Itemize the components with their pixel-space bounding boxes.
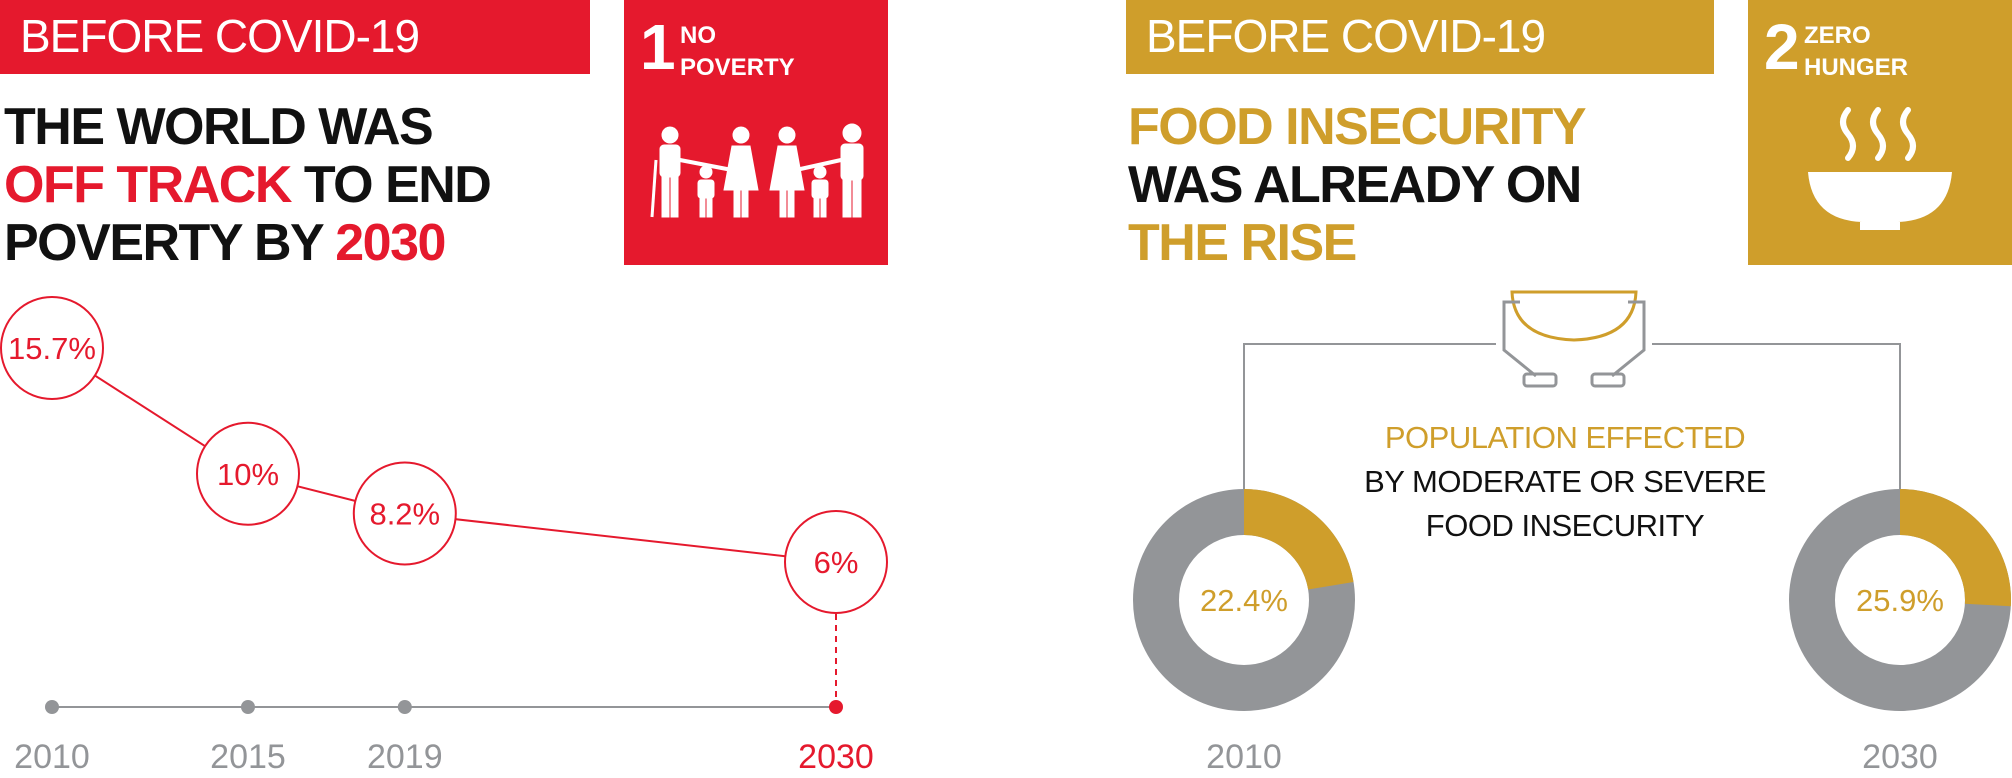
donut-slice-2010 [1133, 489, 1355, 711]
sdg-number: 2 [1764, 11, 1800, 83]
poverty-line-chart: 2010 2015 2019 2030 15.7% 10% 8.2% 6% [0, 296, 888, 776]
sdg-title: NO POVERTY [680, 20, 795, 84]
sdg-2-tile: 2 ZERO HUNGER [1748, 0, 2012, 265]
right-headline: FOOD INSECURITY WAS ALREADY ON THE RISE [1128, 98, 1587, 272]
axis-dot [241, 700, 255, 714]
x-tick-label: 2015 [210, 738, 286, 776]
axis-dot [397, 700, 412, 714]
family-icon [650, 123, 864, 218]
right-headline-line3: THE RISE [1128, 214, 1357, 272]
highlight-off-track: OFF TRACK [4, 156, 292, 214]
donut-year-label: 2010 [1206, 738, 1282, 776]
caption-line1: POPULATION EFFECTED [1384, 420, 1746, 455]
donut-label: 25.9% [1856, 583, 1944, 618]
caption-line2: BY MODERATE OR SEVERE [1364, 464, 1766, 499]
left-headline-line3: POVERTY BY 2030 [4, 214, 490, 272]
population-affected-caption: POPULATION EFFECTED BY MODERATE OR SEVER… [1330, 416, 1800, 548]
highlight-2030: 2030 [335, 214, 446, 272]
connector-line-left [1243, 343, 1496, 492]
left-banner: BEFORE COVID-19 [0, 0, 590, 74]
right-headline-line2: WAS ALREADY ON [1128, 156, 1582, 214]
data-label: 15.7% [8, 331, 96, 366]
sdg-title: ZERO HUNGER [1804, 20, 1908, 84]
donut-year-label: 2030 [1862, 738, 1938, 776]
bowl-icon [1808, 107, 1952, 230]
data-label: 8.2% [369, 496, 440, 531]
headline-text: POVERTY BY [4, 214, 336, 272]
sdg-title-line1: ZERO [1804, 22, 1871, 49]
left-headline: THE WORLD WAS OFF TRACK TO END POVERTY B… [4, 98, 492, 272]
data-point-circle [196, 421, 300, 526]
caption-line3: FOOD INSECURITY [1425, 508, 1705, 543]
headline-text: TO END [290, 156, 492, 214]
donut-label: 22.4% [1200, 583, 1288, 618]
data-point-circle [352, 461, 457, 566]
data-label: 10% [217, 457, 279, 492]
connector-line-right [1652, 343, 1901, 492]
sdg-number: 1 [640, 11, 676, 83]
right-banner: BEFORE COVID-19 [1126, 0, 1714, 74]
x-tick-label: 2030 [798, 738, 874, 776]
sdg-title-line1: NO [680, 22, 716, 49]
sdg-title-line2: POVERTY [680, 54, 795, 81]
axis-dot [829, 700, 843, 714]
data-point-circle [784, 510, 888, 614]
sdg-title-line2: HUNGER [1804, 54, 1909, 81]
data-point-circle [0, 296, 104, 400]
data-label: 6% [814, 545, 859, 580]
x-tick-label: 2019 [367, 738, 443, 776]
right-headline-line1: FOOD INSECURITY [1128, 98, 1587, 156]
left-headline-line1: THE WORLD WAS [4, 98, 434, 156]
poverty-series-line [51, 347, 837, 563]
sdg-1-tile: 1 NO POVERTY [624, 0, 888, 265]
x-tick-label: 2010 [14, 738, 90, 776]
hands-bowl-icon [1502, 290, 1646, 388]
left-headline-line2: OFF TRACK TO END [4, 156, 492, 214]
donut-slice-2030 [1789, 489, 2011, 711]
axis-dot [45, 700, 59, 714]
